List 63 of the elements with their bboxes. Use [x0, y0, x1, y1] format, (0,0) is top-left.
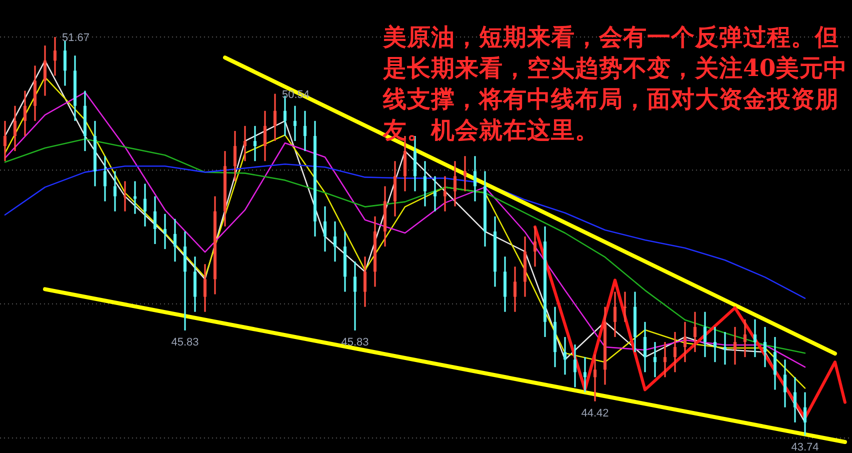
candlestick	[584, 356, 586, 394]
annotation: 43.74	[791, 441, 819, 453]
annotation: 44.42	[581, 407, 609, 420]
candlestick	[274, 92, 276, 142]
candlestick	[234, 130, 236, 182]
candlestick	[324, 206, 326, 252]
candlestick	[24, 90, 26, 137]
candlestick	[794, 376, 796, 424]
candlestick	[124, 180, 126, 212]
candlestick	[204, 263, 206, 313]
candlestick	[784, 358, 786, 408]
candlestick	[654, 341, 656, 378]
annotation: 美原油，短期来看，会有一个反弹过程。但是长期来看，空头趋势不变，关注40美元中线支撑，将有中线布局，面对大资金投资朋友。机会就在这里。	[383, 22, 848, 146]
candlestick	[114, 170, 116, 212]
candlestick	[424, 160, 426, 208]
candlestick	[594, 354, 596, 402]
candlestick	[694, 311, 696, 353]
candlestick	[144, 182, 146, 228]
candlestick	[574, 344, 576, 388]
annotation: 45.83	[171, 336, 199, 348]
candlestick	[564, 336, 566, 376]
candlestick	[334, 220, 336, 262]
candlestick	[174, 218, 176, 262]
candlestick	[444, 175, 446, 212]
candlestick	[64, 40, 66, 87]
candlestick	[614, 290, 616, 338]
annotation: 51.67	[62, 32, 90, 44]
candlestick	[54, 36, 56, 76]
candlestick	[14, 105, 16, 152]
candlestick	[724, 331, 726, 366]
candlestick	[304, 110, 306, 152]
candlestick	[734, 326, 736, 366]
candlestick	[514, 266, 516, 313]
candlestick	[664, 341, 666, 378]
candlestick	[254, 125, 256, 162]
candlestick	[354, 260, 356, 332]
candlestick	[434, 175, 436, 212]
candlestick	[264, 110, 266, 162]
candlestick	[474, 155, 476, 202]
candlestick	[644, 321, 646, 373]
candlestick	[244, 125, 246, 162]
candlestick	[804, 391, 806, 436]
candlestick	[454, 160, 456, 208]
candlestick	[704, 311, 706, 358]
candlestick	[714, 326, 716, 363]
candlestick	[164, 213, 166, 250]
candlestick	[4, 120, 6, 162]
candlestick	[774, 336, 776, 391]
candlestick	[104, 155, 106, 202]
candlestick	[154, 195, 156, 245]
candlestick	[134, 180, 136, 215]
candlestick	[674, 331, 676, 373]
candlestick	[754, 318, 756, 358]
annotation: 45.83	[341, 336, 369, 348]
candlestick	[464, 155, 466, 192]
candlestick	[744, 318, 746, 358]
candlestick	[364, 256, 366, 308]
candlestick	[534, 226, 536, 268]
candlestick	[684, 321, 686, 363]
candlestick	[624, 290, 626, 323]
candlestick	[764, 326, 766, 368]
candlestick	[294, 105, 296, 142]
candlestick	[44, 44, 46, 97]
